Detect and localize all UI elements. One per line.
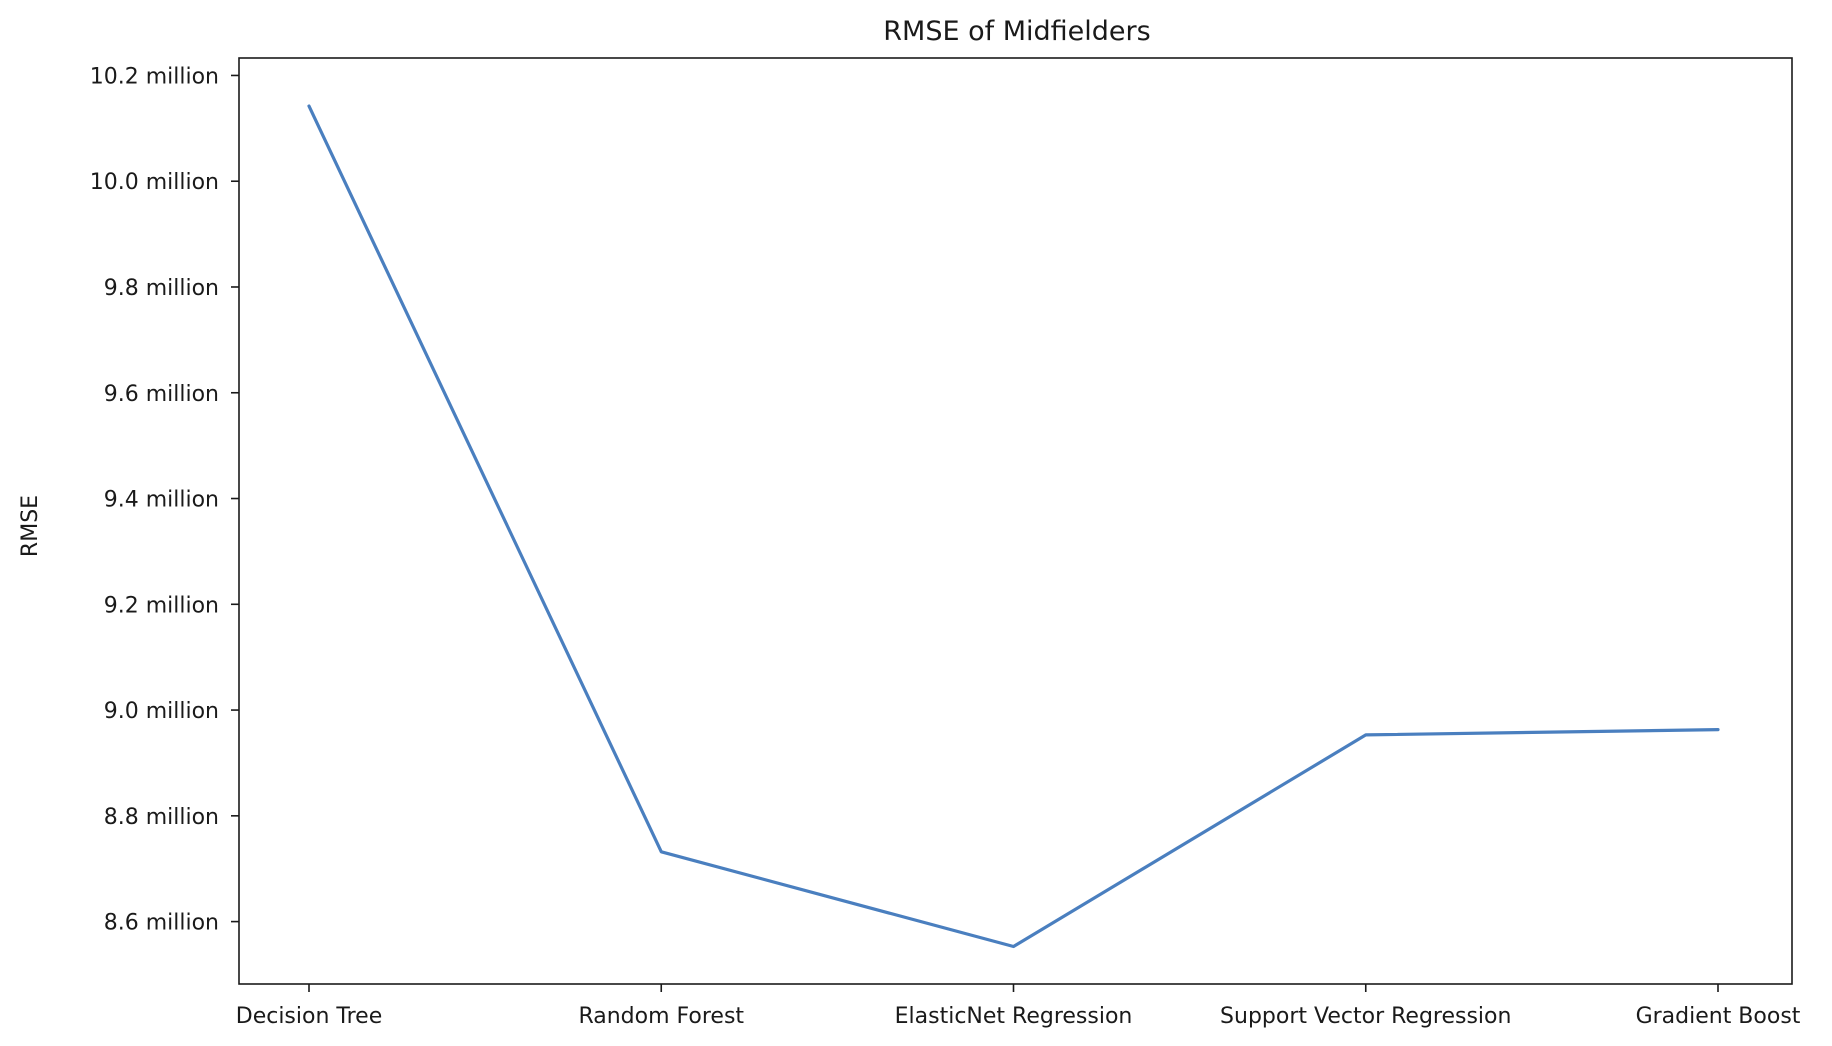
plot-frame (238, 57, 1793, 985)
x-tick-label: Support Vector Regression (1220, 1004, 1511, 1029)
x-axis: Decision Tree Random Forest ElasticNet Reg… (236, 984, 1801, 1029)
y-tick-label: 10.2 million (90, 64, 219, 89)
series-line (307, 104, 1720, 949)
chart-title: RMSE of Midfielders (883, 16, 1150, 47)
x-tick-label: Random Forest (578, 1004, 744, 1029)
x-tick-label: ElasticNet Regression (895, 1004, 1133, 1029)
y-tick-label: 9.8 million (104, 276, 219, 301)
y-tick-label: 8.6 million (104, 911, 219, 936)
y-tick-label: 9.4 million (104, 488, 219, 513)
x-tick-label: Decision Tree (236, 1004, 383, 1029)
y-tick-label: 9.0 million (104, 699, 219, 724)
y-tick-label: 10.0 million (90, 170, 219, 195)
y-axis: 8.6 million 8.8 million 9.0 million 9.2 mil… (90, 64, 239, 936)
y-tick-label: 8.8 million (104, 805, 219, 830)
y-axis-label: RMSE (18, 495, 43, 557)
y-tick-label: 9.2 million (104, 593, 219, 618)
y-tick-label: 9.6 million (104, 382, 219, 407)
x-tick-label: Gradient Boost (1636, 1004, 1801, 1029)
